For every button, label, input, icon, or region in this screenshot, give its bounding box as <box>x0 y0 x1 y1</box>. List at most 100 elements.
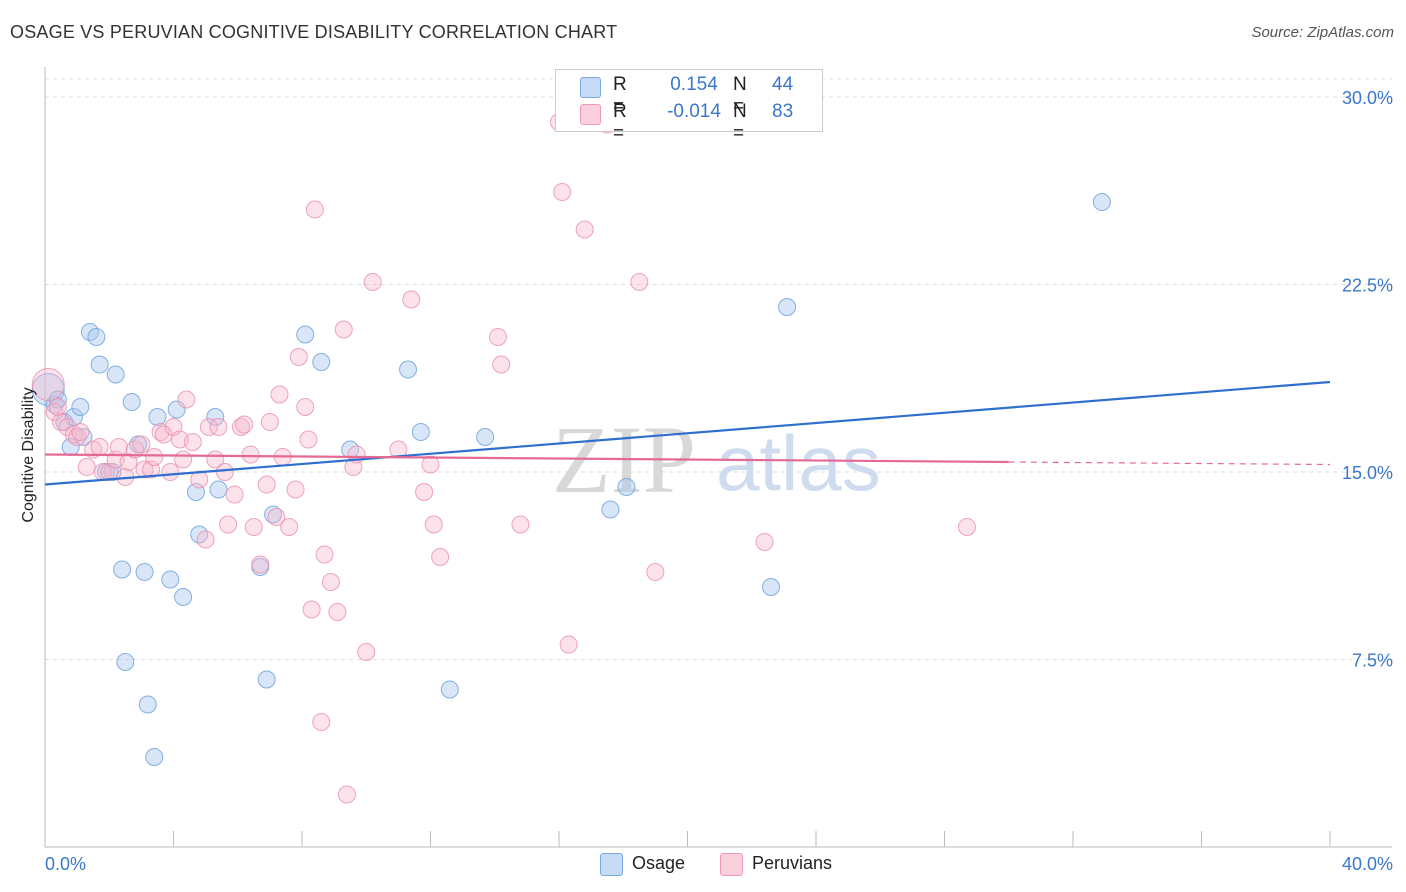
peruvian-point <box>154 425 173 444</box>
osage-point <box>312 353 331 371</box>
osage-point <box>148 408 167 426</box>
osage-point <box>135 563 154 581</box>
peruvian-point <box>161 463 180 481</box>
data-points <box>31 113 1111 804</box>
osage-legend-label: Osage <box>632 853 686 873</box>
peruvian-point <box>755 533 774 551</box>
peruvian-point <box>296 398 315 416</box>
osage-point <box>138 695 157 714</box>
grid-lines <box>45 78 1392 660</box>
trend-line-osage <box>44 380 1331 486</box>
peruvian-point <box>199 418 218 436</box>
peruvian-point <box>260 413 279 431</box>
peruvian-point <box>267 508 286 526</box>
peruvian-point <box>219 515 238 534</box>
peruvian-point <box>31 368 65 401</box>
peruvian-point <box>244 518 263 536</box>
osage-point <box>440 680 459 699</box>
osage-point <box>106 365 125 384</box>
peruvian-point <box>145 448 164 466</box>
peruvian-point <box>957 518 976 536</box>
peruvian-point <box>225 485 244 504</box>
peruvian-point <box>135 460 154 479</box>
osage-point <box>71 398 90 416</box>
peruvian-point <box>289 348 308 366</box>
peruvian-point <box>174 450 193 469</box>
peruvian-point <box>337 785 356 804</box>
osage-swatch <box>580 77 601 98</box>
peruvian-point <box>511 515 530 534</box>
peruvian-point <box>357 643 376 661</box>
osage-point <box>601 500 620 519</box>
peruvian-point <box>215 463 234 481</box>
peruvian-point <box>132 435 151 454</box>
r-label: R = <box>613 101 627 144</box>
trend-line-dashed-peruvians <box>1008 461 1331 466</box>
peruvian-point <box>251 555 270 574</box>
osage-point <box>145 748 164 766</box>
peruvian-point <box>280 518 299 536</box>
y-tick-label: 7.5% <box>1352 651 1393 671</box>
peruvians-swatch <box>580 104 601 125</box>
osage-point <box>167 400 186 419</box>
peruvian-point <box>488 328 507 346</box>
y-axis-label: Cognitive Disability <box>20 387 37 523</box>
osage-point <box>617 478 636 496</box>
tick-labels: 7.5% 15.0% 22.5% 30.0% 0.0% 40.0% <box>45 88 1393 874</box>
peruvian-point <box>328 603 347 621</box>
n-label: N = <box>733 74 747 117</box>
n-value-peruvians: 83 <box>772 101 794 122</box>
osage-point <box>209 480 228 499</box>
r-label: R = <box>613 74 627 117</box>
peruvian-point <box>559 635 578 654</box>
y-tick-label: 30.0% <box>1342 88 1393 108</box>
peruvian-point <box>630 273 649 291</box>
peruvian-point <box>424 515 443 534</box>
peruvian-point <box>68 428 87 446</box>
r-value-peruvians: -0.014 <box>667 101 721 122</box>
peruvian-point <box>575 220 594 239</box>
peruvian-point <box>209 418 228 436</box>
peruvian-point <box>402 290 421 309</box>
osage-point <box>87 328 106 346</box>
osage-point <box>122 393 141 411</box>
osage-point <box>31 373 65 406</box>
peruvian-point <box>235 415 254 434</box>
osage-point <box>264 505 283 524</box>
peruvian-point <box>257 475 276 494</box>
peruvian-point <box>305 200 324 219</box>
correlation-legend: R = 0.154 N = 44 R = -0.014 N = 83 <box>555 69 823 144</box>
peruvian-point <box>71 423 90 441</box>
peruvian-point <box>492 355 511 374</box>
osage-point <box>174 588 193 606</box>
osage-point <box>476 428 495 446</box>
peruvian-point <box>312 713 331 731</box>
peruvian-point <box>48 398 67 416</box>
y-tick-label: 15.0% <box>1342 463 1393 483</box>
peruvian-point <box>45 403 64 421</box>
osage-point <box>90 355 109 374</box>
peruvian-point <box>334 320 353 339</box>
n-label: N = <box>733 101 747 144</box>
peruvian-point <box>431 548 450 566</box>
y-tick-label: 22.5% <box>1342 276 1393 296</box>
peruvian-point <box>286 480 305 499</box>
osage-point <box>206 408 225 426</box>
peruvian-point <box>109 438 128 456</box>
peruvian-point <box>190 470 209 489</box>
osage-point <box>257 670 276 689</box>
osage-point <box>116 653 135 671</box>
peruvians-legend-swatch <box>720 853 743 876</box>
peruvian-point <box>231 418 250 436</box>
axes <box>44 67 1392 848</box>
peruvian-point <box>90 438 109 456</box>
peruvian-point <box>241 445 260 464</box>
trend-line-peruvians <box>44 453 1009 464</box>
peruvian-point <box>415 483 434 501</box>
osage-point <box>399 360 418 379</box>
source-label: Source: ZipAtlas.com <box>1251 24 1394 41</box>
peruvian-point <box>421 455 440 474</box>
osage-point <box>778 298 797 316</box>
peruvian-point <box>177 390 196 409</box>
